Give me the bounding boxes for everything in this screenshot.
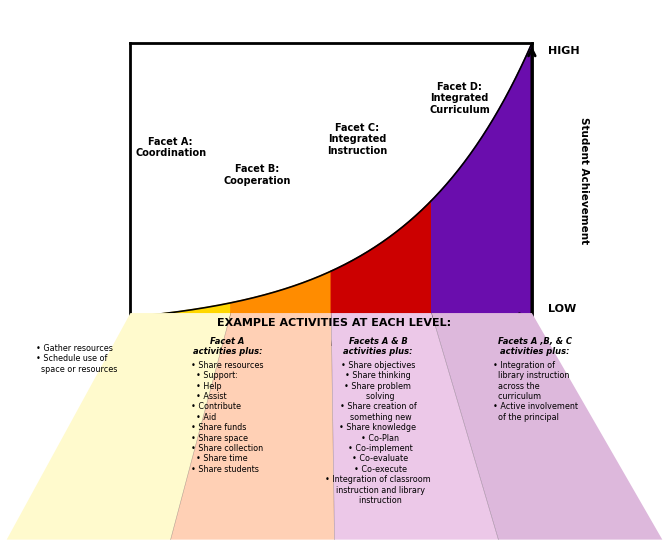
Text: Facet A:
Coordination: Facet A: Coordination: [135, 137, 206, 158]
Polygon shape: [231, 271, 331, 317]
Text: Student Achievement: Student Achievement: [579, 117, 589, 244]
Text: EXAMPLE ACTIVITIES AT EACH LEVEL:: EXAMPLE ACTIVITIES AT EACH LEVEL:: [217, 318, 452, 328]
Text: LOW: LOW: [548, 304, 576, 314]
Text: • Gather resources
• Schedule use of
  space or resources: • Gather resources • Schedule use of spa…: [36, 344, 118, 374]
Polygon shape: [331, 313, 498, 540]
Text: HIGH: HIGH: [548, 46, 579, 56]
Text: • Integration of
  library instruction
  across the
  curriculum
• Active involv: • Integration of library instruction acr…: [492, 361, 578, 422]
Polygon shape: [432, 313, 662, 540]
Polygon shape: [171, 313, 334, 540]
Text: • Share resources
  • Support:
  • Help
  • Assist
• Contribute
  • Aid
• Share : • Share resources • Support: • Help • As…: [191, 361, 264, 474]
Text: Intensity of Involvement: Intensity of Involvement: [250, 336, 413, 349]
Text: Facet C:
Integrated
Instruction: Facet C: Integrated Instruction: [327, 122, 387, 156]
Text: Facet D:
Integrated
Curriculum: Facet D: Integrated Curriculum: [429, 81, 490, 115]
Text: Facet A
activities plus:: Facet A activities plus:: [193, 337, 262, 356]
Text: Facet B:
Cooperation: Facet B: Cooperation: [223, 164, 290, 185]
Polygon shape: [432, 43, 532, 317]
Polygon shape: [7, 313, 231, 540]
Text: LOW: LOW: [126, 336, 155, 346]
Text: Facets A ,B, & C
activities plus:: Facets A ,B, & C activities plus:: [498, 337, 572, 356]
Polygon shape: [331, 201, 432, 317]
Text: Facets A & B
activities plus:: Facets A & B activities plus:: [343, 337, 413, 356]
Polygon shape: [130, 303, 231, 317]
Text: HIGH: HIGH: [500, 336, 532, 346]
Text: • Share objectives
• Share thinking
• Share problem
  solving
• Share creation o: • Share objectives • Share thinking • Sh…: [325, 361, 431, 505]
